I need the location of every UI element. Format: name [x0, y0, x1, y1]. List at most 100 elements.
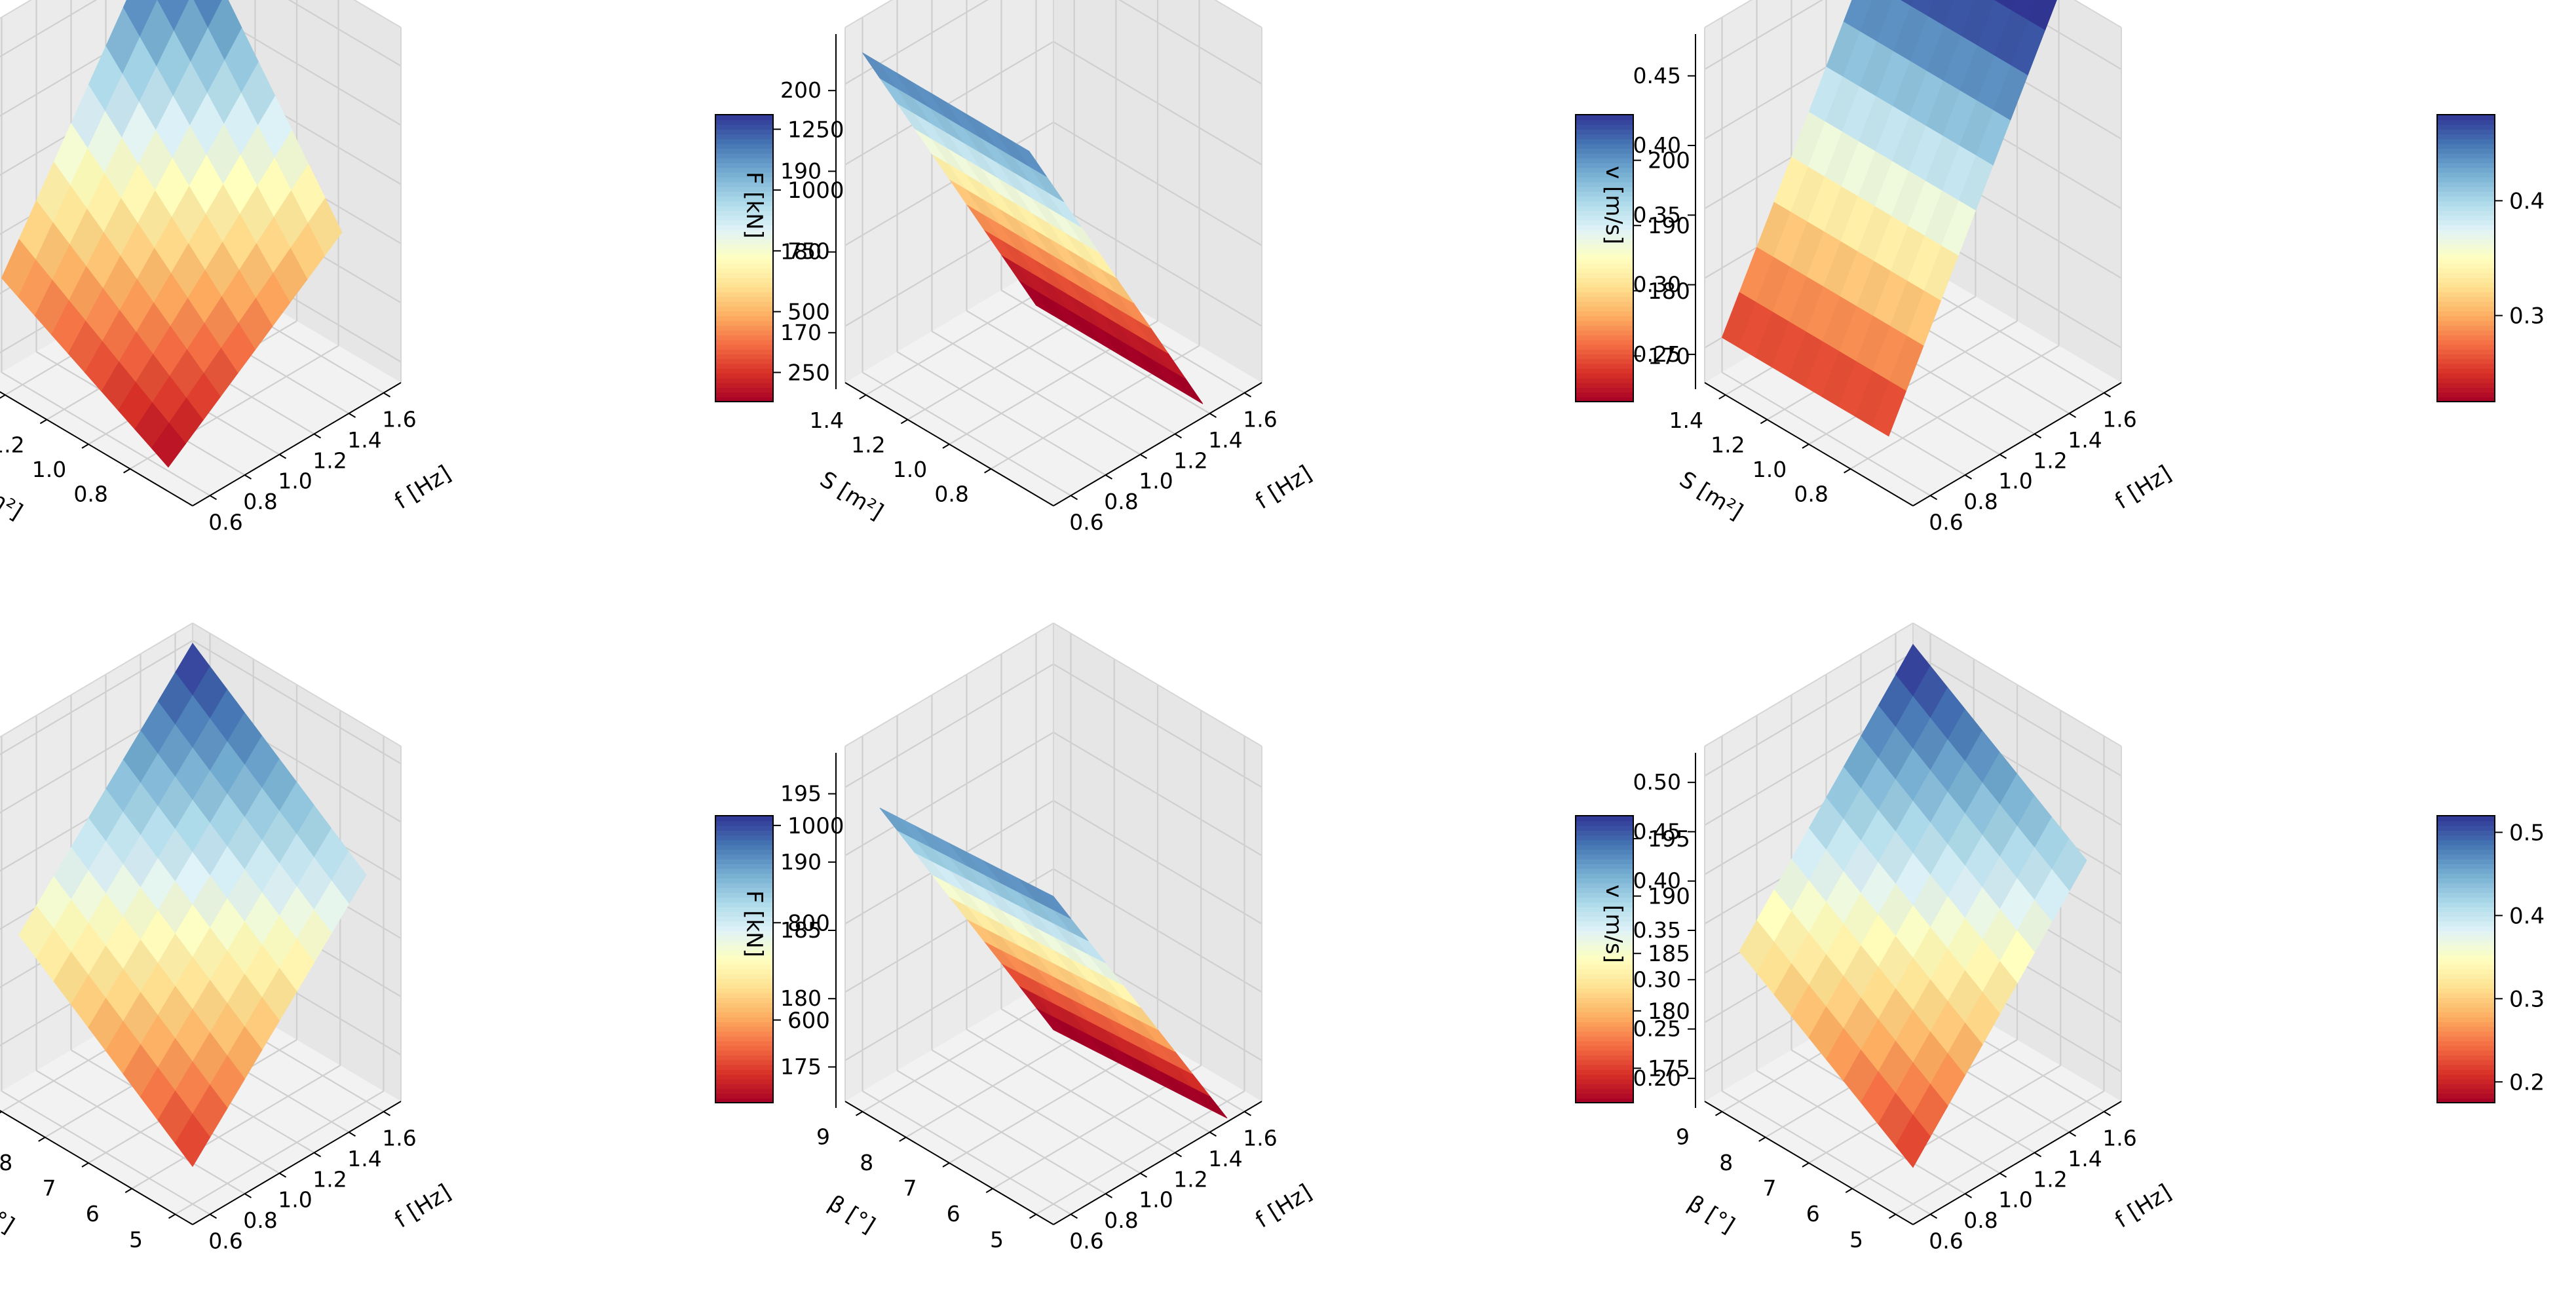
colorbar-segment	[715, 1055, 773, 1061]
colorbar-tick-label: 250	[787, 360, 830, 386]
x-axis-label: f [Hz]	[1251, 1179, 1316, 1234]
colorbar-segment	[2437, 205, 2495, 211]
colorbar-segment	[715, 1064, 773, 1070]
colorbar-segment	[715, 887, 773, 893]
colorbar-segment	[2437, 997, 2495, 1003]
x-tick-label: 1.6	[2102, 1126, 2136, 1151]
colorbar-segment	[2437, 1012, 2495, 1018]
x-tick	[1243, 392, 1252, 398]
colorbar-tick-label: 0.3	[2509, 303, 2545, 330]
y-tick-label: 1.2	[0, 432, 25, 457]
colorbar-segment	[2437, 186, 2495, 192]
x-tick-label: 0.6	[1069, 1228, 1103, 1253]
colorbar-segment	[715, 330, 773, 335]
panel-5: 0.60.81.01.21.41.6 5 6 7 8 9 175 180 185 190 195 f …	[741, 622, 1690, 1253]
z-tick-label: 185	[780, 917, 822, 943]
colorbar-segment	[1576, 334, 1633, 341]
x-tick-label: 1.6	[2102, 407, 2136, 432]
colorbar-segment	[2437, 396, 2495, 402]
colorbar-segment	[2437, 835, 2495, 841]
colorbar-segment	[1576, 1007, 1633, 1013]
colorbar-segment	[1576, 200, 1633, 206]
colorbar-segment	[1576, 835, 1633, 841]
colorbar-segment	[2437, 1069, 2495, 1075]
colorbar-segment	[715, 906, 773, 912]
colorbar-segment	[715, 921, 773, 926]
colorbar-segment	[715, 119, 773, 125]
colorbar-segment	[715, 238, 773, 245]
colorbar-tick-label: 0.3	[2509, 986, 2545, 1012]
colorbar-segment	[2437, 1078, 2495, 1084]
colorbar-segment	[1576, 906, 1633, 912]
colorbar-segment	[715, 897, 773, 903]
pane-edge	[0, 0, 33, 19]
y-tick-label: 0.8	[1794, 482, 1828, 507]
x-axis-line	[192, 1101, 402, 1225]
y-tick-label: 0.8	[934, 482, 968, 507]
colorbar-segment	[1576, 253, 1633, 259]
x-tick	[1209, 413, 1217, 418]
colorbar-segment	[715, 196, 773, 202]
y-tick	[1888, 1213, 1897, 1219]
colorbar-segment	[1576, 339, 1633, 345]
grid-wall-z-right	[1053, 800, 1262, 924]
colorbar-segment	[715, 1078, 773, 1084]
z-tick-label: 180	[780, 239, 822, 265]
colorbar-segment	[1576, 186, 1633, 192]
colorbar-segment	[715, 134, 773, 140]
colorbar-segment	[1576, 210, 1633, 216]
colorbar-segment	[2437, 945, 2495, 951]
colorbar-segment	[1576, 128, 1633, 135]
colorbar-segment	[2437, 258, 2495, 264]
colorbar-segment	[2437, 229, 2495, 235]
colorbar-segment	[715, 1035, 773, 1042]
colorbar-segment	[1576, 949, 1633, 955]
pane-edge	[192, 622, 402, 747]
colorbar-segment	[1576, 916, 1633, 922]
colorbar-segment	[1576, 224, 1633, 231]
x-tick	[1070, 1213, 1078, 1219]
colorbar-segment	[2437, 119, 2495, 125]
y-tick	[900, 419, 908, 425]
colorbar-segment	[2437, 858, 2495, 864]
colorbar-segment	[715, 277, 773, 283]
colorbar-segment	[2437, 263, 2495, 269]
z-tick-label: 0.25	[1633, 1016, 1681, 1042]
colorbar-segment	[1576, 825, 1633, 831]
x-tick-label: 1.4	[2068, 427, 2102, 453]
colorbar-segment	[2437, 306, 2495, 312]
y-axis-label: S [m²]	[0, 466, 27, 525]
z-tick-label: 0.45	[1633, 818, 1681, 844]
colorbar-segment	[1576, 368, 1633, 374]
x-tick-label: 0.6	[1069, 509, 1103, 535]
surface-patch	[1871, 381, 1907, 437]
colorbar-segment	[1576, 964, 1633, 970]
colorbar-segment	[1576, 935, 1633, 941]
x-tick	[244, 1193, 252, 1198]
colorbar-segment	[1576, 244, 1633, 250]
x-axis-label: f [Hz]	[2110, 1179, 2176, 1234]
colorbar-segment	[2437, 296, 2495, 302]
colorbar-segment	[2437, 864, 2495, 869]
colorbar-segment	[715, 315, 773, 321]
colorbar-segment	[2437, 181, 2495, 187]
colorbar-segment	[2437, 873, 2495, 879]
y-tick-label: 1.2	[1711, 432, 1745, 457]
colorbar-segment	[1576, 816, 1633, 822]
y-tick	[0, 1111, 3, 1114]
x-tick-label: 0.6	[208, 509, 242, 535]
colorbar-segment	[2437, 1059, 2495, 1065]
colorbar-segment	[2437, 844, 2495, 850]
colorbar-segment	[2437, 1016, 2495, 1022]
pane-edge	[844, 0, 894, 28]
x-tick-label: 0.8	[1963, 1208, 1998, 1233]
z-tick-label: 175	[780, 1054, 822, 1079]
colorbar-segment	[715, 820, 773, 826]
colorbar-segment	[2437, 1021, 2495, 1027]
colorbar-segment	[2437, 267, 2495, 273]
colorbar-segment	[1576, 263, 1633, 269]
colorbar-segment	[1576, 138, 1633, 144]
colorbar-segment	[2437, 277, 2495, 283]
y-tick	[942, 444, 950, 449]
x-axis-label: f [Hz]	[1251, 461, 1316, 515]
